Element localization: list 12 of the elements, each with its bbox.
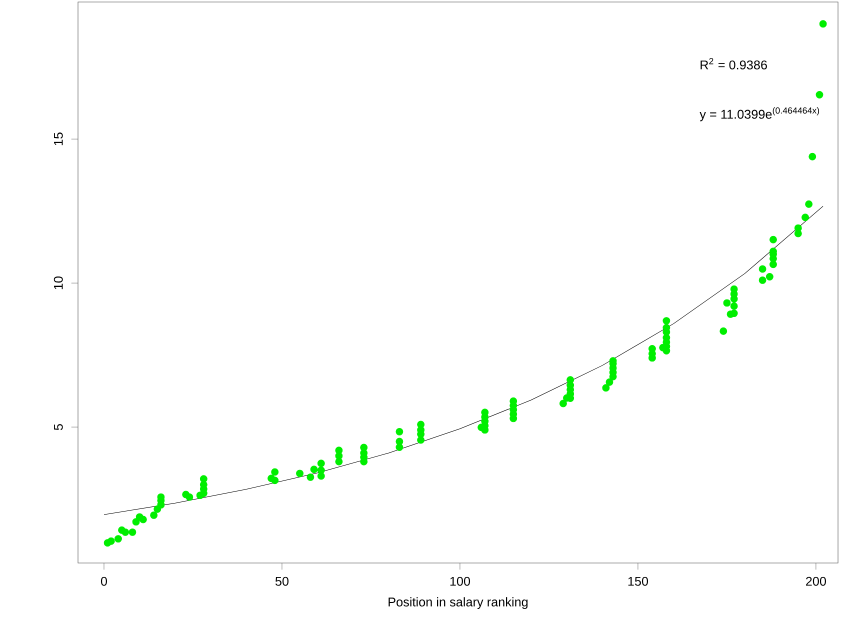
x-tick-label: 150 [628,576,648,586]
x-tick-label: 50 [275,576,289,586]
x-tick-label: 200 [806,576,826,586]
line-series [104,206,824,515]
y-tick-label: 5 [54,424,63,430]
annotation: y = 11.0399e$^{(0.464464x)}$ [700,107,820,122]
y-tick-label: 15 [54,132,63,146]
y-tick-label: 10 [54,276,63,290]
x-axis-title: Position in salary ranking [388,597,528,609]
x-tick-label: 100 [450,576,470,586]
annotation: R$^{2}$ = 0.9386 [700,58,767,70]
x-tick-label: 0 [100,576,108,586]
